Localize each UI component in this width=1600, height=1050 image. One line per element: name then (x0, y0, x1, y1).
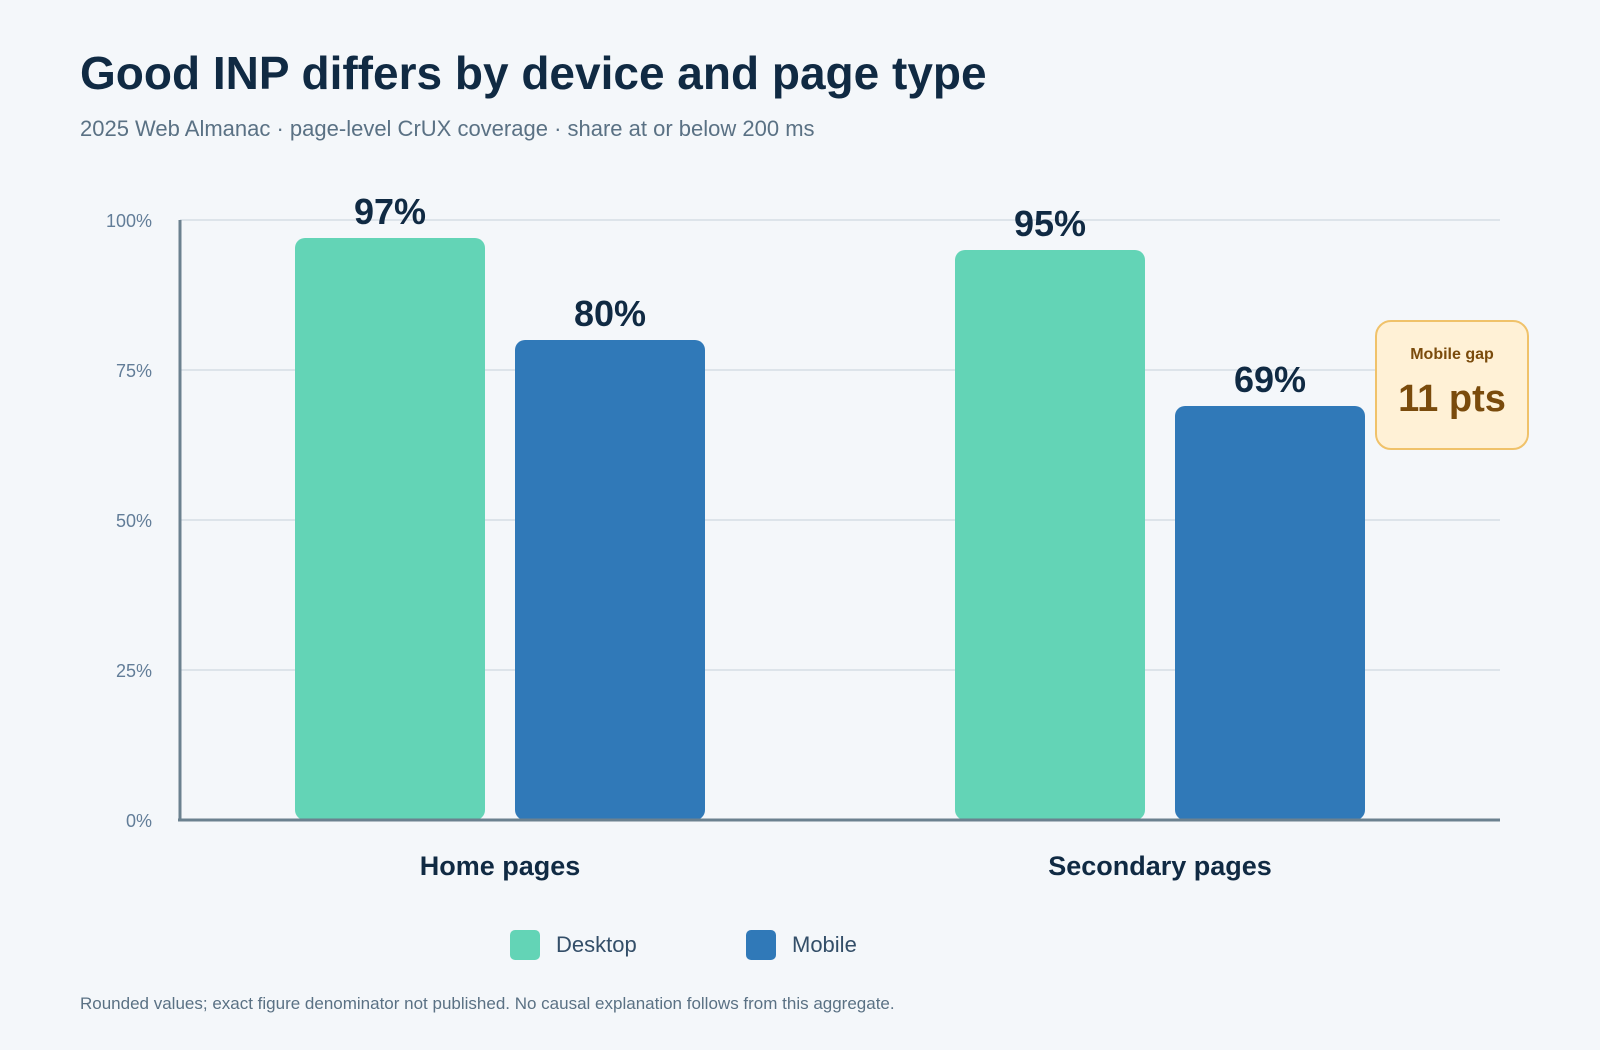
bar-value-label: 95% (1014, 203, 1086, 244)
bar-mobile-secondary (1175, 406, 1365, 820)
chart-title: Good INP differs by device and page type (80, 47, 987, 99)
footnote: Rounded values; exact figure denominator… (80, 994, 895, 1013)
y-tick-label: 75% (116, 361, 152, 381)
bar-desktop-secondary (955, 250, 1145, 820)
legend-item-mobile: Mobile (746, 930, 857, 960)
bar-value-label: 97% (354, 191, 426, 232)
legend-item-desktop: Desktop (510, 930, 637, 960)
callout-label: Mobile gap (1410, 346, 1494, 363)
bar-chart: 0% 25% 50% 75% 100% 97% 80% Home pages 95% 69% Sec… (106, 191, 1500, 881)
legend-label-desktop: Desktop (556, 932, 637, 957)
bar-mobile-home (515, 340, 705, 820)
legend-swatch-mobile (746, 930, 776, 960)
callout-value: 11 pts (1398, 378, 1506, 420)
bar-value-label: 69% (1234, 359, 1306, 400)
y-tick-label: 0% (126, 811, 152, 831)
chart-subtitle: 2025 Web Almanac · page-level CrUX cover… (80, 116, 815, 141)
bar-value-label: 80% (574, 293, 646, 334)
legend-swatch-desktop (510, 930, 540, 960)
legend-label-mobile: Mobile (792, 932, 857, 957)
y-tick-label: 100% (106, 211, 152, 231)
y-tick-label: 25% (116, 661, 152, 681)
mobile-gap-callout: Mobile gap 11 pts (1375, 320, 1529, 450)
x-category-label: Secondary pages (1048, 851, 1272, 881)
y-tick-label: 50% (116, 511, 152, 531)
bar-desktop-home (295, 238, 485, 820)
chart-legend: Desktop Mobile (0, 930, 1600, 962)
x-category-label: Home pages (420, 851, 581, 881)
